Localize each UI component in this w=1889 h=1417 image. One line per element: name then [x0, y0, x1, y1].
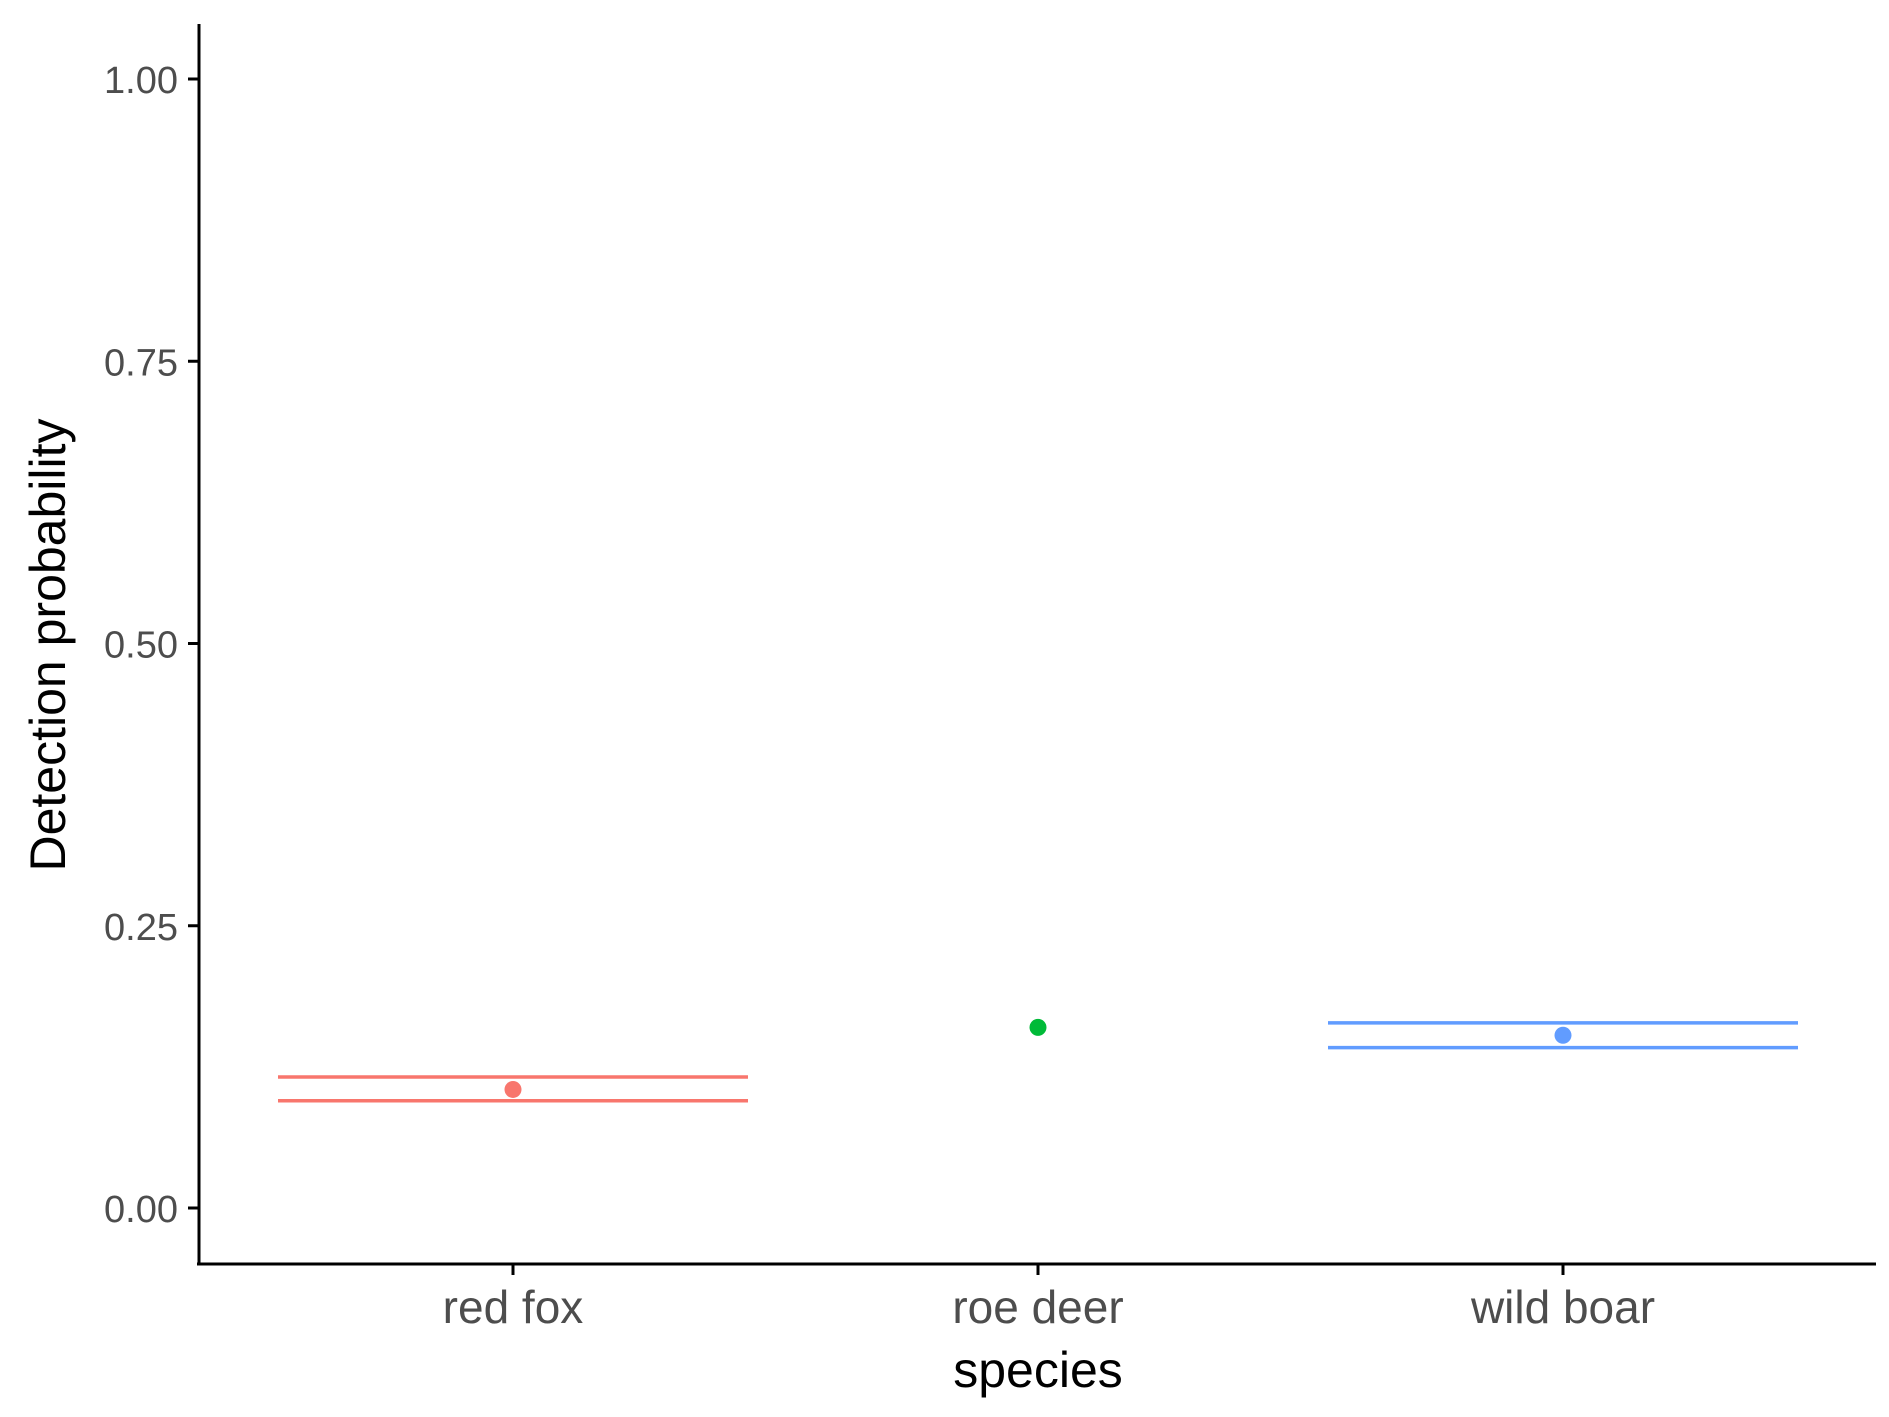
x-tick-label: wild boar — [1470, 1281, 1655, 1333]
x-axis-title: species — [953, 1342, 1123, 1398]
y-tick-label: 0.00 — [104, 1189, 178, 1231]
y-axis-ticks: 0.00 0.25 0.50 0.75 1.00 — [104, 60, 199, 1231]
x-tick-label: roe deer — [952, 1281, 1123, 1333]
estimate-point — [1554, 1026, 1572, 1044]
x-axis-ticks: red fox roe deer wild boar — [443, 1264, 1655, 1333]
y-tick-label: 0.25 — [104, 907, 178, 949]
y-tick-label: 1.00 — [104, 60, 178, 102]
x-tick-label: red fox — [443, 1281, 584, 1333]
y-axis-title: Detection probability — [20, 418, 76, 871]
estimate-point — [504, 1080, 522, 1098]
y-tick-label: 0.75 — [104, 342, 178, 384]
estimate-point — [1029, 1018, 1047, 1036]
y-tick-label: 0.50 — [104, 625, 178, 667]
plot-marks — [278, 1018, 1798, 1103]
